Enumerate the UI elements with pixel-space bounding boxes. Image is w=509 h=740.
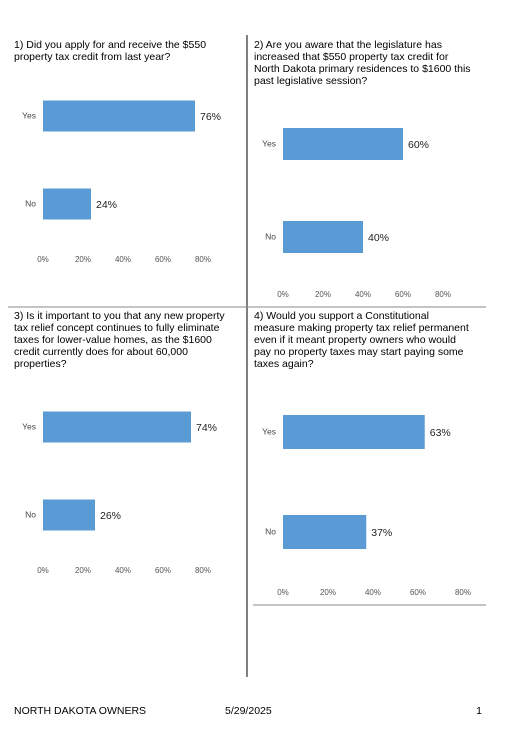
category-label: No (265, 526, 276, 536)
x-tick-label: 20% (315, 290, 331, 299)
category-label: No (25, 198, 36, 208)
category-label: No (25, 509, 36, 519)
value-label: 74% (196, 422, 217, 434)
chart-title: taxes again? (254, 358, 314, 370)
value-label: 37% (371, 527, 392, 539)
x-tick-label: 20% (75, 255, 91, 264)
footer-title: NORTH DAKOTA OWNERS (14, 705, 146, 717)
chart-title: 2) Are you aware that the legislature ha… (254, 39, 442, 51)
value-label: 60% (408, 139, 429, 151)
bar (43, 499, 95, 531)
value-label: 76% (200, 111, 221, 123)
chart-title: North Dakota primary residences to $1600… (254, 63, 471, 75)
x-tick-label: 80% (435, 290, 451, 299)
x-tick-label: 20% (320, 588, 336, 597)
chart-title: past legislative session? (254, 75, 367, 87)
bar (283, 415, 425, 449)
chart-title: pay no property taxes may start paying s… (254, 346, 464, 358)
chart-title: 4) Would you support a Constitutional (254, 310, 429, 322)
bar (43, 100, 195, 132)
x-tick-label: 60% (155, 566, 171, 575)
x-tick-label: 0% (37, 566, 49, 575)
chart-title: property tax credit from last year? (14, 51, 171, 63)
category-label: Yes (22, 110, 36, 120)
chart-title: even if it meant property owners who wou… (254, 334, 456, 346)
chart-title: credit currently does for about 60,000 (14, 346, 188, 358)
x-tick-label: 80% (195, 255, 211, 264)
value-label: 63% (430, 427, 451, 439)
bar (43, 411, 191, 443)
x-tick-label: 60% (155, 255, 171, 264)
x-tick-label: 60% (410, 588, 426, 597)
x-tick-label: 0% (37, 255, 49, 264)
x-tick-label: 40% (115, 255, 131, 264)
x-tick-label: 0% (277, 290, 289, 299)
x-tick-label: 80% (195, 566, 211, 575)
chart-title: tax relief concept continues to fully el… (14, 322, 220, 334)
chart-title: increased that $550 property tax credit … (254, 51, 449, 63)
chart-title: 1) Did you apply for and receive the $55… (14, 39, 206, 51)
category-label: Yes (262, 138, 276, 148)
x-tick-label: 40% (365, 588, 381, 597)
chart-title: measure making property tax relief perma… (254, 322, 469, 334)
chart-title: 3) Is it important to you that any new p… (14, 310, 225, 322)
bar (283, 515, 367, 549)
x-tick-label: 0% (277, 588, 289, 597)
x-tick-label: 40% (355, 290, 371, 299)
value-label: 26% (100, 510, 121, 522)
category-label: Yes (22, 421, 36, 431)
x-tick-label: 20% (75, 566, 91, 575)
category-label: Yes (262, 426, 276, 436)
bar (283, 221, 363, 253)
footer-date: 5/29/2025 (225, 705, 272, 717)
x-tick-label: 60% (395, 290, 411, 299)
value-label: 24% (96, 199, 117, 211)
bar (43, 188, 91, 220)
value-label: 40% (368, 232, 389, 244)
chart-title: properties? (14, 358, 67, 370)
x-tick-label: 80% (455, 588, 471, 597)
page-number: 1 (476, 705, 482, 717)
chart-title: taxes for lower-value homes, as the $160… (14, 334, 212, 346)
category-label: No (265, 231, 276, 241)
x-tick-label: 40% (115, 566, 131, 575)
bar (283, 128, 403, 160)
